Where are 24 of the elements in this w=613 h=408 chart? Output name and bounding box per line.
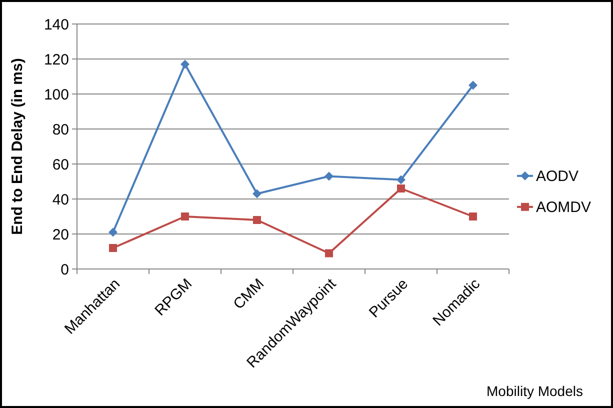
- y-tick-label: 140: [44, 16, 69, 34]
- point: [325, 249, 333, 258]
- point: [469, 212, 477, 220]
- point: [396, 175, 406, 184]
- point: [252, 189, 262, 198]
- point: [324, 172, 334, 181]
- y-tick-label: 20: [52, 226, 69, 244]
- point: [397, 184, 405, 192]
- point: [253, 216, 261, 224]
- y-tick-label: 100: [44, 86, 69, 104]
- point: [109, 244, 117, 252]
- x-axis-title: Mobility Models: [486, 383, 583, 399]
- y-tick-label: 0: [60, 261, 69, 278]
- point: [181, 212, 189, 220]
- legend-label: AODV: [536, 168, 579, 186]
- y-axis-title: End to End Delay (in ms): [9, 58, 26, 235]
- y-tick-label: 120: [44, 51, 69, 68]
- y-tick-label: 40: [52, 191, 69, 208]
- point: [180, 60, 190, 69]
- legend-label: AOMDV: [536, 199, 592, 216]
- point: [468, 80, 478, 90]
- y-tick-label: 60: [52, 156, 69, 174]
- y-tick-label: 80: [52, 121, 69, 138]
- point: [108, 228, 118, 237]
